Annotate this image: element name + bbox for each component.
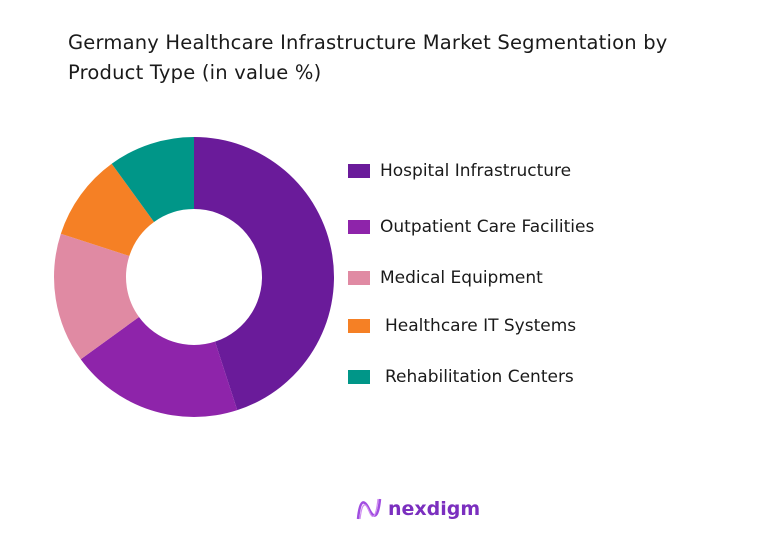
legend-swatch (348, 319, 370, 333)
slice-hospital-infrastructure (194, 137, 334, 411)
legend-swatch (348, 370, 370, 384)
legend-swatch (348, 220, 370, 234)
brand-logo: nexdigm (356, 497, 480, 521)
legend-label: Rehabilitation Centers (385, 367, 574, 387)
legend-label: Medical Equipment (380, 268, 543, 288)
legend-item: Outpatient Care Facilities (348, 217, 594, 237)
brand-name: nexdigm (388, 498, 481, 520)
legend-label: Outpatient Care Facilities (380, 217, 595, 237)
slice-outpatient-care-facilities (80, 316, 238, 417)
slice-medical-equipment (53, 233, 139, 360)
legend-item: Rehabilitation Centers (348, 367, 574, 387)
legend-label: Healthcare IT Systems (385, 316, 577, 336)
legend-swatch (348, 271, 370, 285)
legend-swatch (348, 164, 370, 178)
chart-title: Germany Healthcare Infrastructure Market… (68, 31, 668, 84)
nexdigm-logo-icon (356, 498, 382, 520)
slice-healthcare-it-systems (60, 163, 155, 256)
legend-item: Medical Equipment (348, 268, 543, 288)
legend-item: Hospital Infrastructure (348, 161, 571, 181)
legend-label: Hospital Infrastructure (380, 161, 572, 181)
slice-rehabilitation-centers (111, 137, 194, 222)
legend-item: Healthcare IT Systems (348, 316, 576, 336)
